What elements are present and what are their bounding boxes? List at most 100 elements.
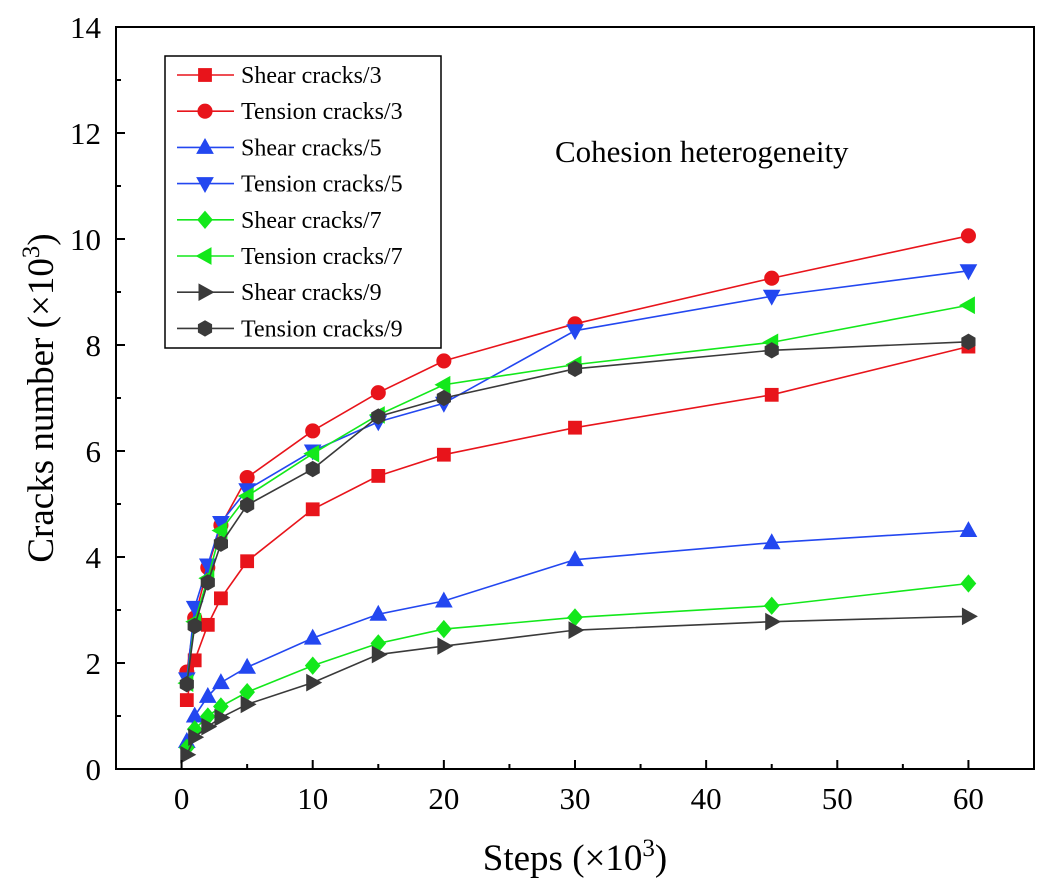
legend-marker — [196, 177, 214, 194]
legend-label: Shear cracks/3 — [241, 63, 382, 89]
x-axis-title: Steps (×103) — [483, 835, 667, 879]
x-axis-title-end: ) — [655, 838, 667, 879]
y-tick-label: 4 — [86, 540, 102, 575]
series-line — [186, 582, 969, 749]
data-point — [179, 693, 194, 708]
data-point — [436, 389, 451, 407]
y-tick-label: 12 — [70, 116, 101, 151]
data-point — [201, 717, 218, 736]
data-point — [764, 387, 779, 402]
legend-marker — [197, 210, 213, 229]
data-point — [566, 324, 584, 341]
data-point — [568, 621, 585, 639]
data-point — [303, 628, 322, 645]
data-point — [213, 535, 228, 552]
data-point — [369, 604, 388, 621]
legend-item: Tension cracks/7 — [177, 244, 403, 270]
data-point — [961, 607, 978, 626]
data-point — [212, 673, 230, 690]
legend-item: Shear cracks/3 — [177, 63, 382, 89]
data-point — [763, 596, 780, 615]
data-point — [764, 270, 780, 286]
data-point — [371, 408, 386, 425]
data-point — [305, 460, 320, 478]
data-point — [303, 444, 320, 463]
x-tick-label: 50 — [822, 781, 853, 816]
data-point — [370, 385, 386, 401]
x-tick-label: 0 — [174, 781, 190, 816]
legend-item: Shear cracks/9 — [177, 280, 382, 306]
data-point — [960, 574, 977, 593]
legend-box — [164, 55, 442, 349]
y-tick-label: 8 — [86, 328, 102, 363]
x-axis-title-sup: 3 — [642, 835, 655, 862]
data-point — [435, 591, 453, 608]
legend-item: Tension cracks/3 — [177, 99, 403, 125]
data-point — [240, 554, 255, 569]
data-point — [764, 342, 779, 359]
data-point — [960, 228, 976, 244]
legend-item: Tension cracks/9 — [177, 316, 403, 342]
data-point — [188, 728, 205, 747]
data-point — [211, 521, 228, 540]
series-3 — [177, 521, 978, 748]
x-tick-label: 40 — [691, 781, 722, 816]
series-layer — [177, 228, 978, 764]
data-point — [179, 676, 194, 693]
legend-item: Shear cracks/5 — [177, 135, 382, 161]
legend-label: Shear cracks/7 — [241, 208, 382, 234]
legend-item: Shear cracks/7 — [177, 208, 382, 234]
legend-item: Tension cracks/5 — [177, 172, 403, 198]
data-point — [961, 333, 976, 350]
ticks-layer: 0 10 20 30 40 50 60 0 2 4 6 8 10 12 14 — [70, 10, 984, 816]
legend-marker — [198, 283, 215, 302]
data-point — [567, 360, 583, 378]
data-point — [765, 612, 782, 631]
y-tick-label: 2 — [86, 646, 102, 681]
data-point — [306, 673, 323, 692]
data-point — [214, 591, 228, 606]
legend: Shear cracks/3 Tension cracks/3 Shear crac… — [164, 55, 442, 349]
legend-label: Tension cracks/7 — [241, 244, 403, 270]
legend-marker — [196, 137, 214, 154]
y-axis-title-sup: 3 — [18, 246, 45, 259]
series-7 — [180, 607, 978, 764]
legend-label: Tension cracks/3 — [241, 99, 403, 125]
data-point — [185, 706, 204, 723]
data-point — [180, 745, 197, 764]
x-tick-label: 10 — [297, 781, 328, 816]
data-point — [305, 502, 320, 517]
data-point — [200, 617, 215, 632]
legend-items: Shear cracks/3 Tension cracks/3 Shear crac… — [177, 63, 403, 342]
data-point — [305, 423, 321, 439]
data-point — [959, 264, 978, 281]
data-point — [434, 375, 451, 394]
legend-marker — [197, 103, 213, 119]
legend-label: Shear cracks/5 — [241, 135, 382, 161]
data-point — [437, 637, 454, 655]
data-point — [200, 574, 215, 591]
series-line — [186, 345, 969, 701]
data-point — [187, 617, 202, 635]
data-point — [240, 695, 257, 714]
data-point — [240, 496, 255, 514]
series-1 — [179, 339, 976, 708]
legend-label: Shear cracks/9 — [241, 280, 382, 306]
data-point — [371, 645, 388, 664]
data-point — [436, 353, 452, 369]
data-point — [238, 657, 256, 674]
data-point — [214, 708, 231, 727]
x-tick-label: 60 — [953, 781, 984, 816]
y-tick-label: 10 — [70, 222, 101, 257]
chart-annotation: Cohesion heterogeneity — [555, 134, 849, 169]
data-point — [762, 289, 781, 306]
data-point — [566, 550, 584, 567]
legend-label: Tension cracks/9 — [241, 316, 403, 342]
y-axis-title: Cracks number (×103) — [18, 233, 62, 562]
data-point — [436, 447, 451, 462]
legend-marker — [197, 320, 213, 337]
series-8 — [179, 333, 976, 693]
legend-marker — [195, 247, 212, 265]
data-point — [958, 296, 975, 315]
